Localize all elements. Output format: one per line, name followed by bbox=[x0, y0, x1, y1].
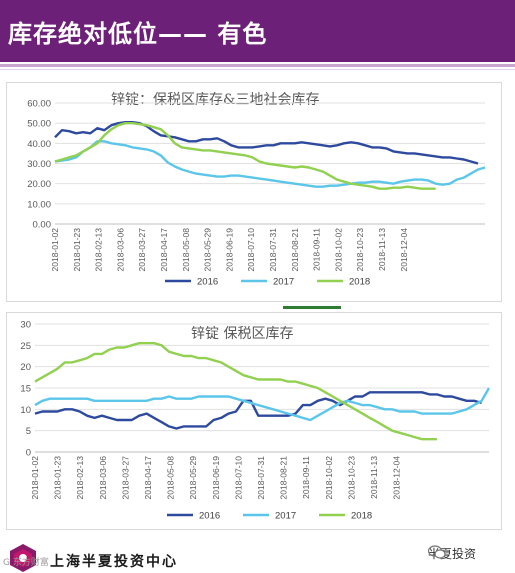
chart-title: 锌锭：保税区库存&三地社会库存 bbox=[111, 92, 320, 108]
x-tick-label: 2018-01-23 bbox=[53, 456, 63, 500]
x-tick-label: 2018-03-06 bbox=[115, 228, 125, 272]
banner-divider-thin bbox=[0, 69, 515, 70]
wechat-account: 半夏投资 bbox=[428, 545, 476, 562]
y-tick-label: 50.00 bbox=[27, 119, 51, 130]
x-tick-label: 2018-08-21 bbox=[279, 456, 289, 500]
x-tick-label: 2018-12-04 bbox=[399, 228, 409, 272]
y-tick-label: 20.00 bbox=[27, 179, 51, 190]
series-line-2017 bbox=[34, 387, 491, 422]
legend-label: 2016 bbox=[199, 511, 220, 522]
legend-label: 2017 bbox=[273, 277, 294, 288]
x-tick-label: 2018-06-19 bbox=[224, 228, 234, 272]
x-tick-label: 2018-01-02 bbox=[30, 456, 40, 500]
x-tick-label: 2018-05-08 bbox=[181, 228, 191, 272]
series-line-2016 bbox=[34, 391, 482, 430]
y-tick-label: 10 bbox=[20, 405, 31, 416]
x-tick-label: 2018-10-02 bbox=[324, 456, 334, 500]
company-name: 上海半夏投资中心 bbox=[50, 554, 178, 570]
x-tick-label: 2018-07-31 bbox=[268, 228, 278, 272]
x-tick-label: 2018-07-31 bbox=[256, 456, 266, 500]
legend-label: 2016 bbox=[197, 277, 218, 288]
divider-tab bbox=[283, 306, 341, 309]
series-line-2018 bbox=[34, 342, 437, 441]
x-tick-label: 2018-05-29 bbox=[203, 228, 213, 272]
y-tick-label: 40.00 bbox=[27, 139, 51, 150]
x-tick-label: 2018-05-29 bbox=[188, 456, 198, 500]
y-tick-label: 5 bbox=[26, 426, 31, 437]
x-tick-label: 2018-11-13 bbox=[377, 228, 387, 271]
y-tick-label: 20 bbox=[20, 362, 31, 373]
x-tick-label: 2018-10-23 bbox=[346, 456, 356, 500]
x-tick-label: 2018-03-27 bbox=[120, 456, 130, 500]
chart-svg: 0 5 10 15 20 25 30 2018-01-02 2018-01-23 2018-02-… bbox=[20, 320, 491, 522]
chart-svg: 0.00 10.00 20.00 30.00 40.00 50.00 60.00 2018-0… bbox=[27, 99, 486, 288]
chart-title: 锌锭 保税区库存 bbox=[191, 326, 294, 342]
x-tick-label: 2018-07-10 bbox=[246, 228, 256, 272]
x-tick-label: 2018-06-19 bbox=[211, 456, 221, 500]
x-tick-label: 2018-04-17 bbox=[143, 456, 153, 500]
banner-divider bbox=[0, 64, 515, 67]
watermark: G 东方财富 bbox=[3, 558, 49, 568]
y-tick-label: 0.00 bbox=[33, 220, 52, 231]
legend-label: 2018 bbox=[351, 511, 372, 522]
y-tick-label: 60.00 bbox=[27, 99, 51, 110]
y-tick-label: 30 bbox=[20, 320, 31, 331]
title-banner: 库存绝对低位—— 有色 bbox=[0, 0, 515, 62]
x-tick-label: 2018-01-02 bbox=[50, 228, 60, 272]
x-tick-label: 2018-05-08 bbox=[166, 456, 176, 500]
y-tick-label: 30.00 bbox=[27, 159, 51, 170]
x-tick-label: 2018-02-13 bbox=[94, 228, 104, 272]
x-tick-label: 2018-04-17 bbox=[159, 228, 169, 272]
legend-label: 2017 bbox=[275, 511, 296, 522]
y-tick-label: 10.00 bbox=[27, 199, 51, 210]
legend-label: 2018 bbox=[349, 277, 370, 288]
x-tick-label: 2018-02-13 bbox=[75, 456, 85, 500]
series-line-2018 bbox=[54, 122, 436, 190]
y-tick-label: 15 bbox=[20, 384, 31, 395]
x-tick-label: 2018-09-11 bbox=[312, 228, 322, 271]
x-tick-label: 2018-11-13 bbox=[369, 456, 379, 499]
x-tick-label: 2018-07-10 bbox=[233, 456, 243, 500]
y-tick-label: 25 bbox=[20, 341, 31, 352]
x-tick-label: 2018-12-04 bbox=[392, 456, 402, 500]
x-tick-label: 2018-03-27 bbox=[137, 228, 147, 272]
x-tick-label: 2018-03-06 bbox=[98, 456, 108, 500]
chart-bonded-and-social-inventory: 锌锭：保税区库存&三地社会库存 0.00 10.00 20.00 30.00 40.00… bbox=[6, 82, 502, 302]
page-title: 库存绝对低位—— 有色 bbox=[8, 20, 268, 48]
x-tick-label: 2018-09-11 bbox=[301, 456, 311, 499]
series-line-2017 bbox=[54, 140, 486, 188]
chart-bonded-inventory: 锌锭 保税区库存 0 5 10 15 20 25 30 2018-01-02 2018-01-2… bbox=[6, 312, 502, 530]
y-tick-label: 0 bbox=[26, 448, 31, 459]
x-tick-label: 2018-10-23 bbox=[355, 228, 365, 272]
x-tick-label: 2018-01-23 bbox=[72, 228, 82, 272]
x-tick-label: 2018-08-21 bbox=[290, 228, 300, 272]
x-tick-label: 2018-10-02 bbox=[333, 228, 343, 272]
company-logo-icon bbox=[10, 544, 36, 572]
wechat-icon bbox=[428, 545, 446, 559]
